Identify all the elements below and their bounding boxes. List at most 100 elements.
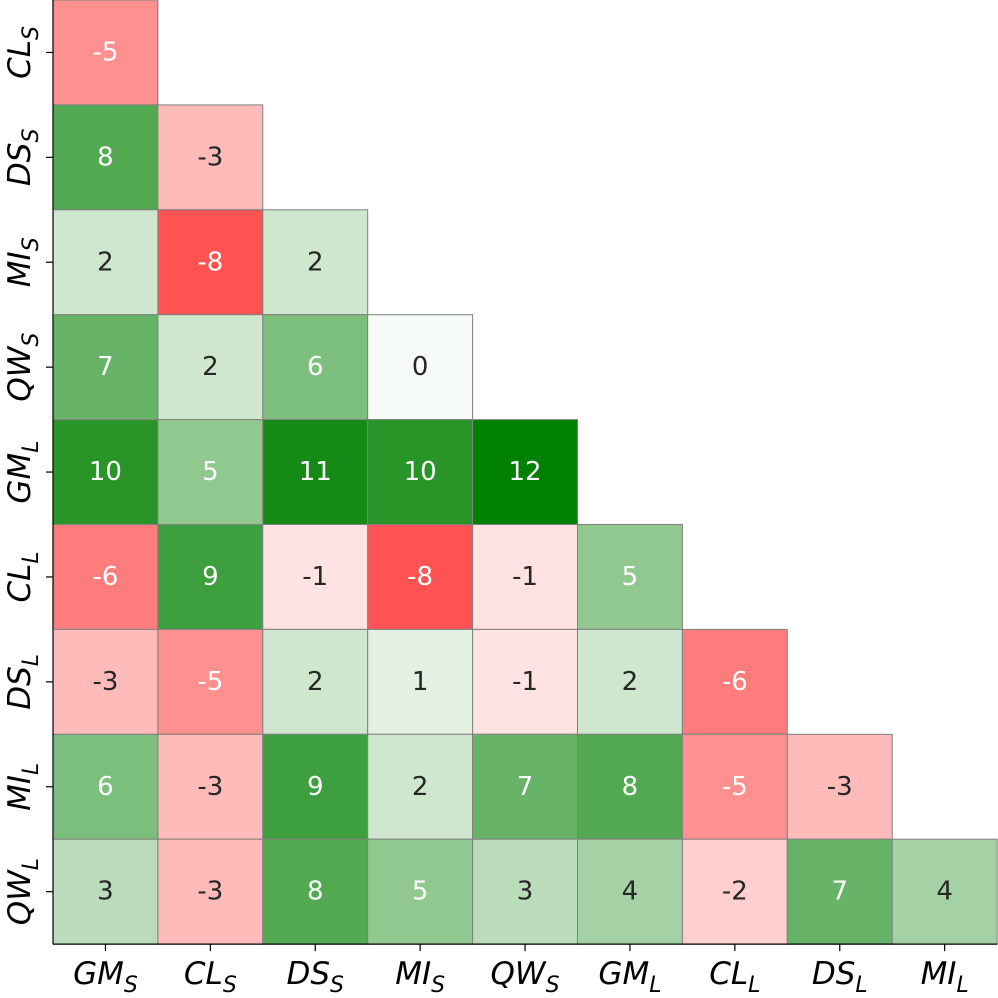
x-tick-label: GMS	[73, 956, 138, 998]
x-tick-label: MIS	[395, 956, 445, 998]
cell-value-label: 10	[89, 457, 122, 487]
heatmap-cell	[577, 838, 683, 945]
heatmap-cell	[367, 314, 474, 421]
x-tick-label-subscript: L	[956, 973, 968, 998]
heatmap-cell	[577, 524, 683, 630]
cell-value-label: -8	[197, 247, 223, 277]
cell-value-label: 7	[97, 352, 114, 382]
cell-value-label: -5	[197, 667, 223, 697]
cell-value-label: -3	[197, 772, 223, 802]
heatmap-cell	[786, 838, 893, 945]
cell-value-label: 8	[97, 142, 114, 172]
x-tick-label-subscript: S	[546, 973, 560, 998]
cell-value-label: 2	[307, 247, 324, 277]
x-tick-label-subscript: S	[431, 973, 445, 998]
y-tick-label: MIL	[2, 763, 44, 811]
heatmap-cell	[367, 628, 474, 735]
cell-value-label: 2	[202, 352, 219, 382]
x-tick-label-base: MI	[921, 956, 957, 992]
y-tick-label-subscript: L	[19, 441, 44, 453]
heatmap-cell	[52, 733, 159, 840]
y-tick-label-base: GM	[2, 453, 38, 504]
cell-value-label: -1	[512, 667, 538, 697]
cell-value-label: 10	[404, 457, 437, 487]
cell-value-label: 11	[299, 457, 332, 487]
y-tick-label-base: CL	[2, 564, 38, 603]
y-tick-label-subscript: L	[19, 858, 44, 870]
x-tick-label: GML	[598, 956, 661, 998]
x-tick-label: DSS	[286, 956, 344, 998]
heatmap-cell	[157, 733, 264, 840]
y-tick-label: GML	[2, 441, 44, 504]
x-tick-label-base: CL	[709, 956, 748, 992]
y-tick-label-base: DS	[2, 143, 38, 187]
heatmap-cell	[472, 419, 579, 526]
cell-value-label: -3	[197, 142, 223, 172]
y-tick-label-base: MI	[2, 251, 38, 287]
y-tick-label-subscript: S	[19, 26, 44, 40]
cell-value-label: 5	[202, 457, 219, 487]
heatmap-cell	[52, 0, 159, 106]
x-tick-label-base: MI	[395, 956, 431, 992]
heatmap-cell	[472, 524, 579, 630]
heatmap-cell	[157, 209, 264, 316]
y-tick-label-base: QW	[2, 869, 38, 925]
cell-value-label: 1	[412, 667, 429, 697]
x-tick-label-subscript: L	[748, 973, 760, 998]
x-tick-label-subscript: S	[223, 973, 237, 998]
cell-value-label: 6	[97, 772, 114, 802]
y-tick-label: CLL	[2, 551, 44, 602]
cell-value-label: -2	[722, 877, 748, 907]
heatmap-cell	[157, 419, 264, 526]
cell-value-label: -8	[407, 562, 433, 592]
cell-value-label: 4	[936, 877, 953, 907]
x-tick-label: DSL	[812, 956, 868, 998]
cell-value-label: 3	[97, 877, 114, 907]
cell-value-label: 7	[517, 772, 534, 802]
heatmap-cell	[262, 209, 369, 316]
heatmap-cell	[367, 733, 474, 840]
cell-value-label: 2	[622, 667, 639, 697]
cell-value-label: 8	[622, 772, 639, 802]
y-tick-label-base: QW	[2, 345, 38, 401]
x-tick-label-base: DS	[286, 956, 330, 992]
cell-value-label: -5	[722, 772, 748, 802]
heatmap-cell	[367, 838, 474, 945]
x-tick-label-subscript: S	[124, 973, 138, 998]
cell-value-label: 2	[307, 667, 324, 697]
cell-value-label: -1	[302, 562, 328, 592]
x-tick-label: CLS	[184, 956, 237, 998]
y-tick-label: QWS	[2, 333, 44, 402]
x-tick-label: CLL	[709, 956, 760, 998]
x-tick-label-base: DS	[812, 956, 856, 992]
y-tick-label-subscript: L	[19, 763, 44, 775]
heatmap-cell	[577, 733, 683, 840]
x-tick-label: MIL	[921, 956, 969, 998]
heatmap-cell	[786, 733, 893, 840]
cell-value-label: 5	[622, 562, 639, 592]
y-tick-label-subscript: L	[19, 551, 44, 563]
heatmap-cell	[367, 524, 474, 630]
x-tick-label-base: QW	[491, 956, 547, 992]
y-tick-label: MIS	[2, 237, 44, 287]
cell-value-label: 4	[622, 877, 639, 907]
y-tick-label: DSS	[2, 129, 44, 187]
heatmap-cell	[157, 838, 264, 945]
heatmap-cell	[891, 838, 998, 945]
heatmap-cell	[157, 524, 264, 630]
y-tick-label: QWL	[2, 858, 44, 925]
cell-value-label: 8	[307, 877, 324, 907]
x-tick-label-subscript: S	[330, 973, 344, 998]
x-tick-label-base: GM	[73, 956, 124, 992]
x-tick-label-subscript: L	[649, 973, 661, 998]
heatmap-cell	[472, 838, 579, 945]
cell-value-label: 6	[307, 352, 324, 382]
cell-value-label: 2	[412, 772, 429, 802]
y-tick-label-subscript: S	[19, 129, 44, 143]
heatmap-cell	[262, 419, 369, 526]
heatmap-cell	[472, 628, 579, 735]
cell-value-label: 5	[412, 877, 429, 907]
cell-value-label: 12	[509, 457, 542, 487]
